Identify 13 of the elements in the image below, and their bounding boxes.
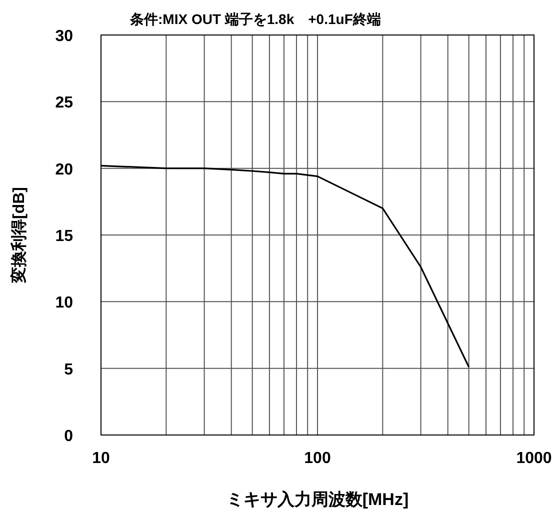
y-axis-title: 変換利得[dB] bbox=[9, 187, 28, 284]
y-tick-label: 25 bbox=[55, 94, 74, 112]
y-tick-label: 5 bbox=[64, 361, 74, 378]
x-tick-label: 10 bbox=[92, 450, 110, 467]
chart-title: 条件:MIX OUT 端子を1.8k +0.1uF終端 bbox=[129, 11, 381, 27]
y-tick-label: 30 bbox=[55, 28, 74, 45]
y-tick-label: 10 bbox=[55, 294, 74, 312]
y-tick-label: 15 bbox=[55, 228, 74, 245]
y-tick-label: 0 bbox=[64, 428, 74, 445]
x-axis-title: ミキサ入力周波数[MHz] bbox=[226, 490, 409, 509]
y-tick-label: 20 bbox=[55, 161, 74, 178]
x-tick-label: 1000 bbox=[516, 450, 552, 467]
x-tick-label: 100 bbox=[304, 450, 331, 467]
